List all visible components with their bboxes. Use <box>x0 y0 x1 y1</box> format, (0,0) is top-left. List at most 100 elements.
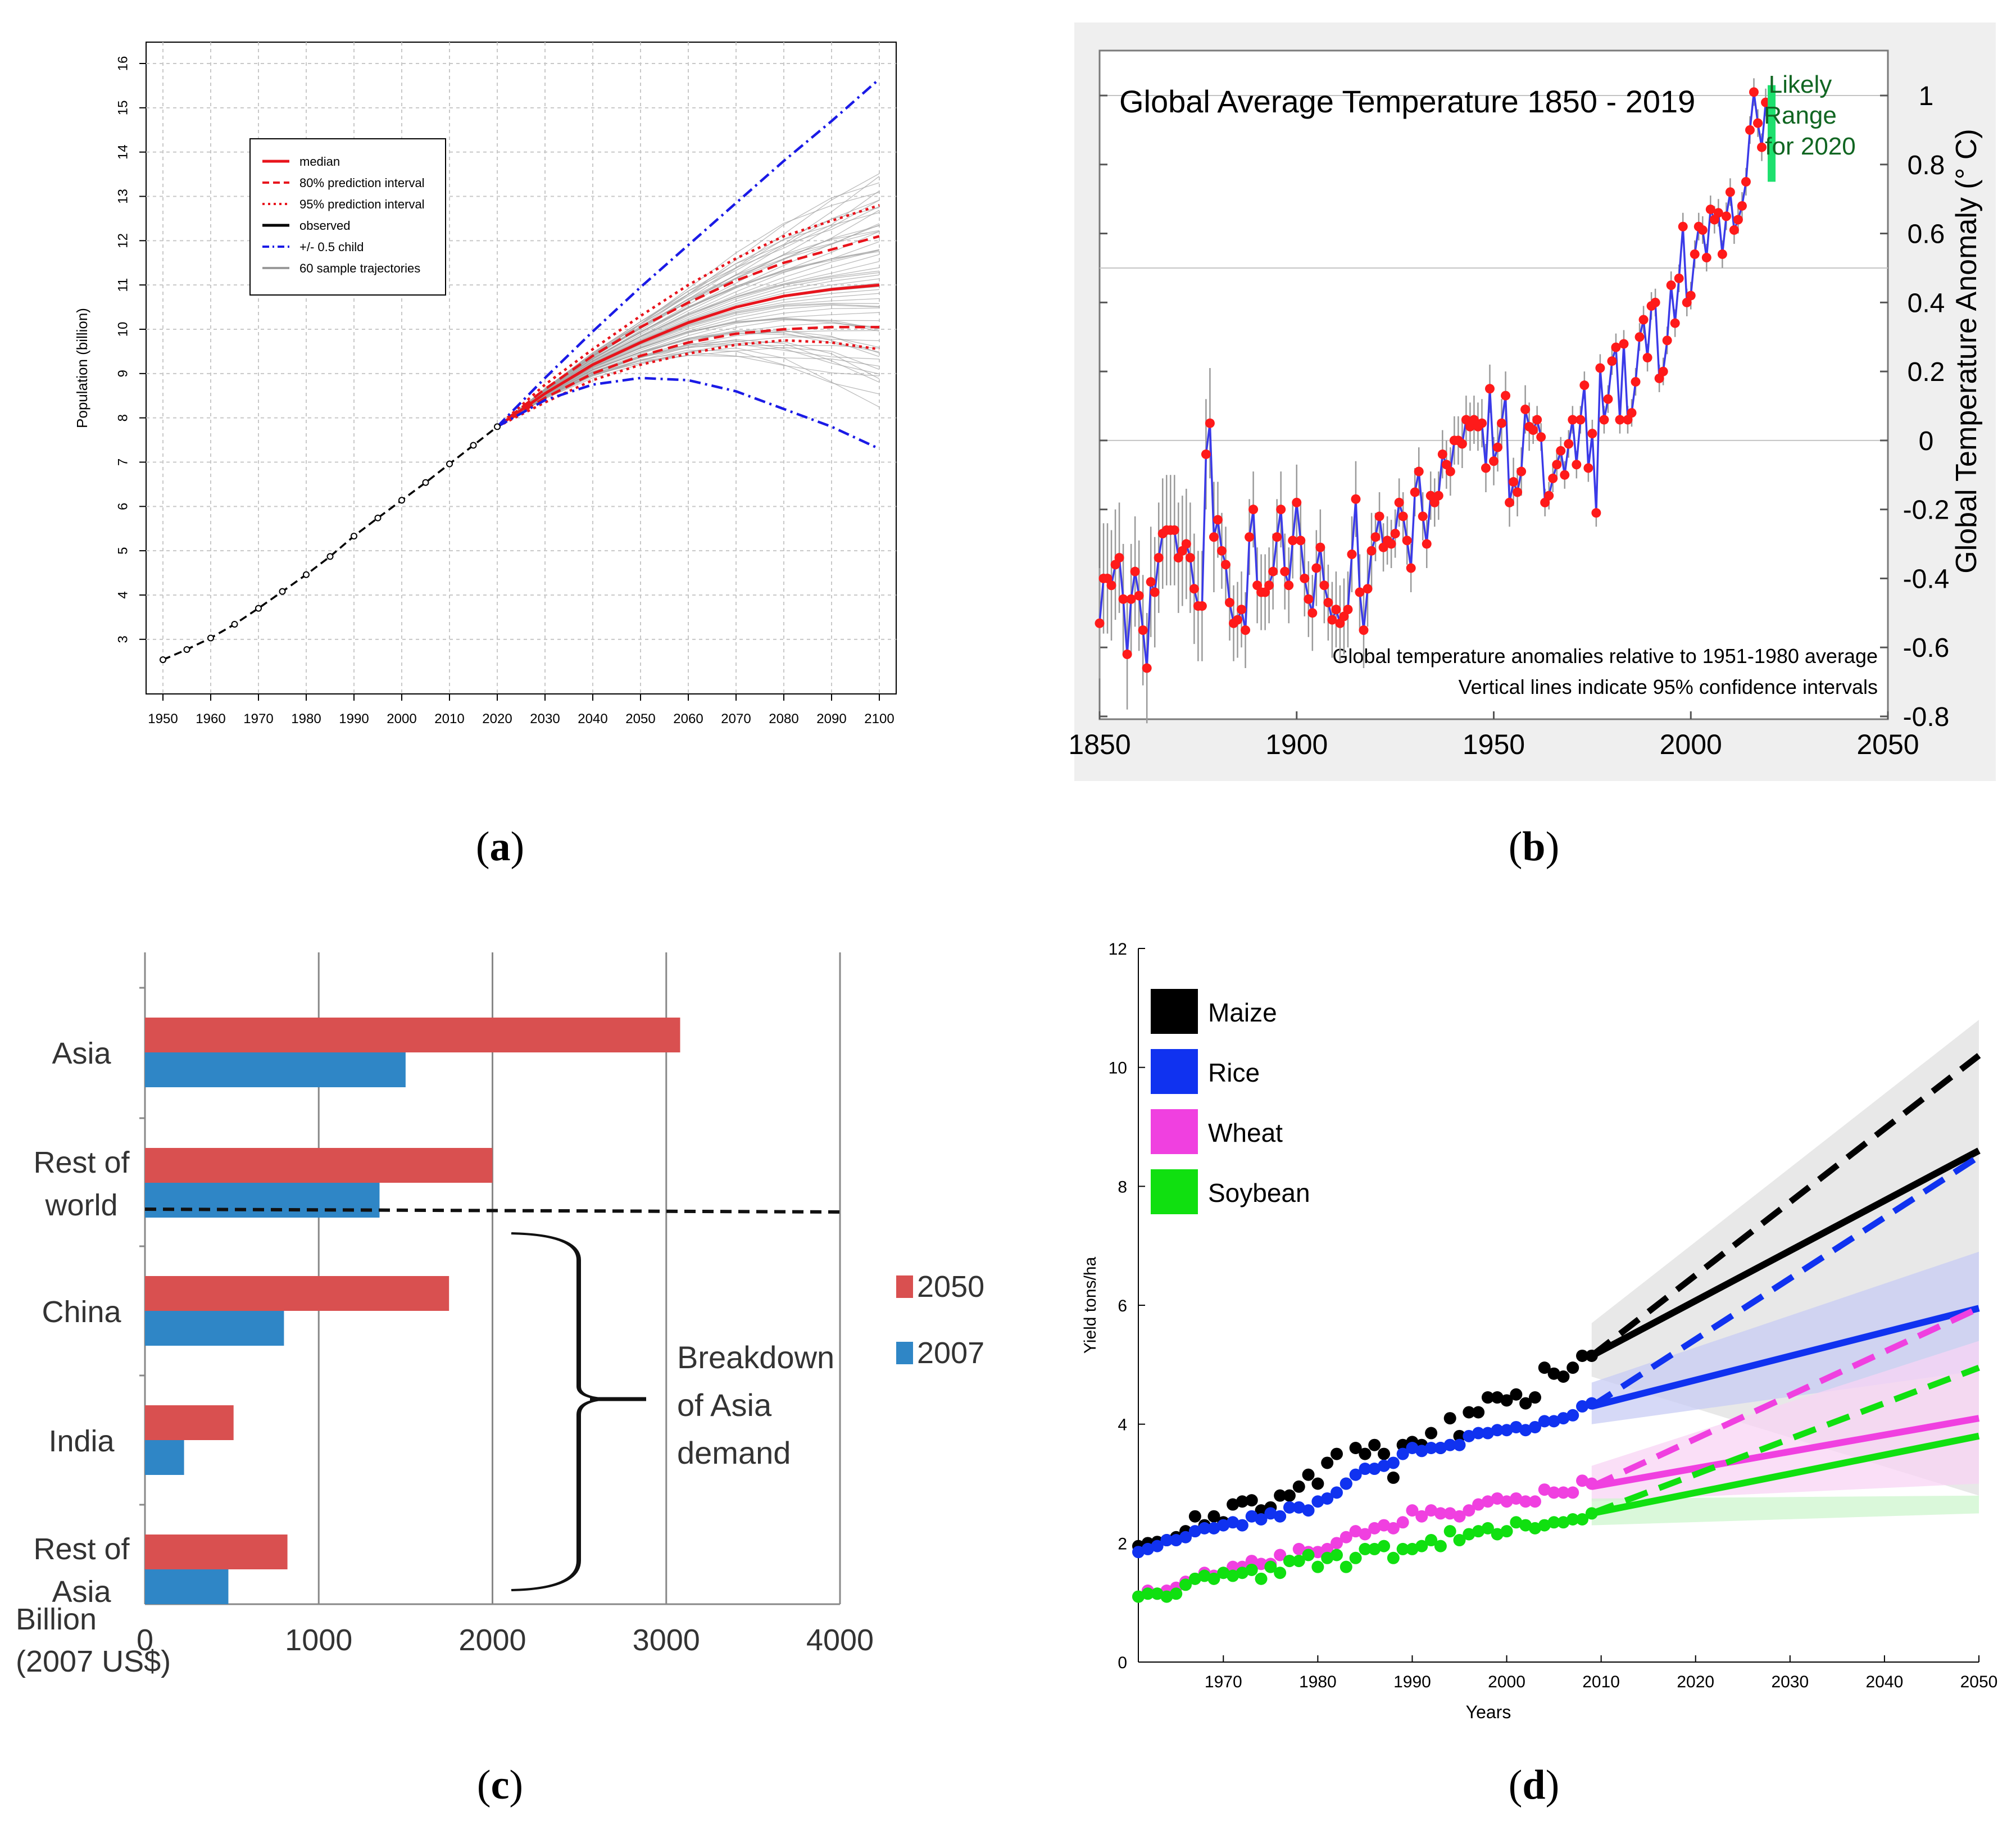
sample-trajectory-line <box>497 340 880 427</box>
data-point-Wheat <box>1519 1495 1532 1508</box>
anomaly-point <box>1741 176 1751 187</box>
data-point-Rice <box>1368 1463 1381 1476</box>
anomaly-point <box>1224 597 1234 607</box>
anomaly-point <box>1315 542 1325 552</box>
anomaly-point <box>1363 584 1373 594</box>
anomaly-point <box>1284 580 1294 591</box>
anomaly-point <box>1749 87 1759 97</box>
y-tick-label: 0 <box>1118 1654 1127 1672</box>
data-point-Soybean <box>1453 1534 1466 1547</box>
data-point-Maize <box>1500 1394 1513 1407</box>
data-point-Wheat <box>1557 1486 1570 1499</box>
data-point-Maize <box>1245 1494 1258 1507</box>
anomaly-point <box>1717 249 1727 259</box>
data-point-Soybean <box>1359 1542 1372 1555</box>
anomaly-point <box>1296 535 1306 546</box>
x-tick-label: 2050 <box>1856 729 1919 760</box>
anomaly-point <box>1264 580 1274 591</box>
bar-2007 <box>145 1440 184 1475</box>
data-point-Wheat <box>1387 1522 1400 1535</box>
data-point-Maize <box>1585 1349 1598 1362</box>
data-point-Maize <box>1519 1397 1532 1410</box>
data-point-Soybean <box>1330 1549 1343 1561</box>
anomaly-point <box>1607 356 1617 366</box>
anomaly-point <box>1666 280 1676 290</box>
projection-solid-Maize <box>1590 1147 1981 1359</box>
data-point-Wheat <box>1368 1522 1381 1535</box>
data-point-Wheat <box>1227 1560 1239 1573</box>
anomaly-point <box>1516 466 1527 476</box>
x-tick-label: 2020 <box>482 711 512 727</box>
anomaly-point <box>1355 587 1365 597</box>
data-point-Wheat <box>1434 1507 1447 1520</box>
x-tick-label: 1990 <box>339 711 369 727</box>
projection-solid-Rice <box>1591 1305 1980 1410</box>
data-point-Maize <box>1396 1438 1409 1451</box>
annotation-text: demand <box>677 1435 791 1470</box>
x-tick-label: 1850 <box>1068 729 1130 760</box>
data-point-Wheat <box>1585 1477 1598 1490</box>
x-tick-label: 2010 <box>434 711 464 727</box>
data-point-Rice <box>1576 1400 1589 1413</box>
anomaly-point <box>1690 249 1700 259</box>
anomaly-point <box>1134 591 1144 601</box>
legend-label-Rice: Rice <box>1208 1058 1260 1087</box>
data-point-Rice <box>1311 1495 1324 1508</box>
anomaly-point <box>1678 221 1688 231</box>
x-axis-label: Years <box>1466 1702 1511 1722</box>
data-point-Wheat <box>1547 1486 1560 1499</box>
anomaly-point <box>1118 594 1128 604</box>
data-point-Rice <box>1547 1415 1560 1428</box>
anomaly-point <box>1705 205 1715 215</box>
y-tick-label: -0.4 <box>1903 564 1950 594</box>
data-point-Maize <box>1321 1456 1334 1469</box>
anomaly-point <box>1406 563 1416 573</box>
anomaly-point <box>1150 587 1160 597</box>
data-point-Rice <box>1198 1522 1211 1535</box>
data-point-Rice <box>1132 1546 1145 1559</box>
x-tick-label: 4000 <box>806 1623 874 1657</box>
anomaly-point <box>1437 449 1447 459</box>
data-point-Rice <box>1330 1486 1343 1499</box>
bar-2050 <box>145 1535 288 1569</box>
y-tick-label: 0 <box>1919 426 1934 456</box>
data-point-Maize <box>1481 1391 1494 1404</box>
data-point-Wheat <box>1255 1558 1268 1570</box>
anomaly-point <box>1181 539 1191 549</box>
anomaly-point <box>1402 535 1412 546</box>
data-point-Rice <box>1283 1501 1296 1514</box>
sample-trajectory-line <box>497 223 880 427</box>
y-tick-label: 8 <box>1118 1178 1127 1196</box>
anomaly-point <box>1484 384 1495 394</box>
data-point-Rice <box>1528 1420 1541 1433</box>
anomaly-point <box>1713 208 1723 218</box>
anomaly-point <box>1634 332 1645 342</box>
anomaly-point <box>1615 415 1625 425</box>
bar-2007 <box>145 1183 380 1218</box>
panel-b-temperature-chart: 1850 1900 1950 2000 2050 -0.8 -0.6 -0.4 -0.2 0 0.2… <box>1068 22 1996 781</box>
anomaly-point <box>1650 297 1660 307</box>
anomaly-point <box>1209 532 1219 542</box>
data-point-Rice <box>1340 1477 1352 1490</box>
demand-bar-chart-svg: 0 1000 2000 3000 4000 Billion (2007 US$) Asia Re… <box>16 952 984 1678</box>
data-point-Rice <box>1302 1504 1315 1517</box>
x-tick-label: 2010 <box>1582 1673 1620 1691</box>
sample-trajectory-line <box>497 318 880 427</box>
anomaly-point <box>1398 511 1408 521</box>
y-tick-label: 4 <box>1118 1416 1127 1434</box>
data-point-Rice <box>1557 1412 1570 1425</box>
data-point-Maize <box>1274 1489 1287 1502</box>
chart-title: Global Average Temperature 1850 - 2019 <box>1119 84 1695 119</box>
panel-d-yield-chart: 1970 1980 1990 2000 2010 2020 2030 2040 2050 0 2 4 6… <box>1068 921 2012 1742</box>
annotation-line-2: Vertical lines indicate 95% confidence i… <box>1459 675 1878 698</box>
data-point-Soybean <box>1585 1507 1598 1520</box>
data-point-Rice <box>1585 1397 1598 1410</box>
anomaly-point <box>1370 532 1381 542</box>
data-point-Wheat <box>1425 1504 1438 1517</box>
data-point-Wheat <box>1321 1542 1334 1555</box>
anomaly-point <box>1394 497 1404 507</box>
data-point-Wheat <box>1500 1495 1513 1508</box>
y-tick-label: 10 <box>115 322 130 337</box>
anomaly-point <box>1216 546 1227 556</box>
y-tick-label: 9 <box>115 370 130 377</box>
